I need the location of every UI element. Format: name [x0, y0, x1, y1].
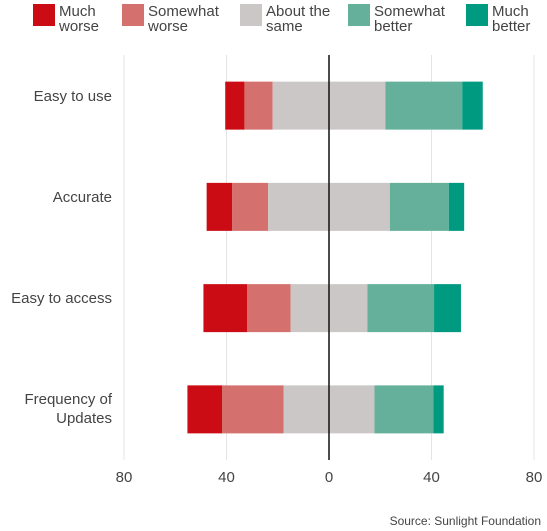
category-label: Easy to use [33, 87, 112, 105]
bar-segment [434, 284, 461, 333]
legend-item: Somewhat worse [122, 4, 238, 34]
bar-segment [206, 182, 233, 231]
bar-segment [225, 81, 245, 130]
legend-item: Somewhat better [348, 4, 464, 34]
bar-segment [187, 385, 223, 434]
legend-label: Somewhat better [374, 3, 445, 35]
x-tick-label: 80 [116, 469, 133, 486]
legend-swatch [348, 4, 370, 26]
bar-segment [244, 81, 273, 130]
bar-segment [222, 385, 284, 434]
bar-segment [462, 81, 483, 130]
bar-segment [374, 385, 434, 434]
legend-label: Much worse [59, 3, 100, 35]
legend-item: Much better [466, 4, 547, 34]
category-label: Accurate [52, 188, 112, 206]
x-tick-label: 0 [325, 469, 333, 486]
category-label: Frequency of Updates [24, 391, 112, 428]
legend-swatch [466, 4, 488, 26]
legend-label: Much better [492, 3, 531, 35]
x-tick-label: 40 [218, 469, 235, 486]
bar-segment [389, 182, 449, 231]
legend-label: About the same [266, 3, 331, 35]
x-tick-label: 40 [423, 469, 440, 486]
bar-segment [247, 284, 291, 333]
legend-label: Somewhat worse [148, 3, 219, 35]
category-label: Easy to access [11, 290, 112, 308]
bar-segment [385, 81, 463, 130]
x-tick-label: 80 [526, 469, 543, 486]
legend-swatch [122, 4, 144, 26]
bar-segment [203, 284, 247, 333]
legend-swatch [33, 4, 55, 26]
source: Source: Sunlight Foundation [389, 514, 541, 528]
legend-item: Much worse [33, 4, 114, 34]
legend-swatch [240, 4, 262, 26]
bar-segment [367, 284, 435, 333]
bar-segment [232, 182, 269, 231]
bar-segment [433, 385, 444, 434]
legend-item: About the same [240, 4, 346, 34]
bar-segment [448, 182, 465, 231]
